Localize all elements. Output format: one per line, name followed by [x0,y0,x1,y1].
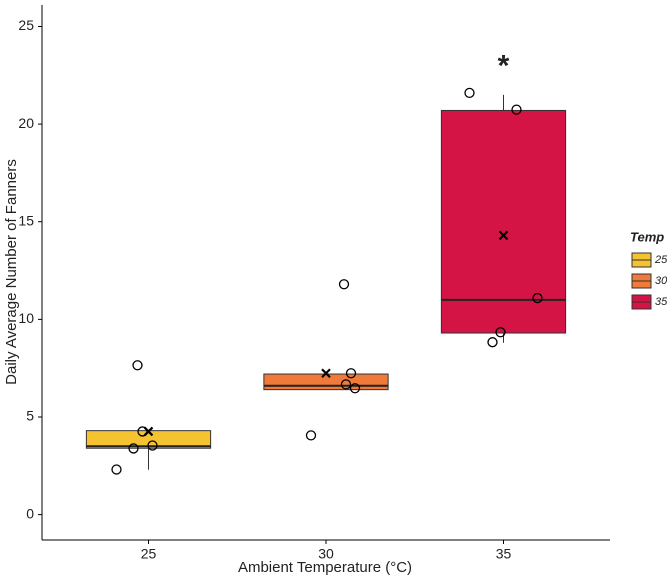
data-point [340,379,352,390]
x-tick-label: 35 [496,546,512,562]
x-tick-label: 30 [318,546,334,562]
data-point [464,87,475,99]
y-tick-label: 15 [18,212,34,228]
data-point [349,383,361,394]
y-tick-label: 25 [18,17,34,33]
data-point [305,430,317,441]
box [263,373,389,391]
legend-label: 25 [654,254,667,266]
y-tick-label: 5 [26,408,34,424]
data-point [128,443,139,454]
mean-marker [498,230,509,241]
data-point [147,440,158,451]
legend-title: Temp [630,229,664,244]
data-point [111,464,122,475]
x-axis-title: Ambient Temperature (°C) [238,559,412,576]
data-point [532,292,543,304]
data-point [511,104,522,115]
data-point [132,360,143,371]
data-point [487,337,498,348]
y-axis-title: Daily Average Number of Fanners [3,159,20,385]
data-point [495,327,506,338]
y-tick-label: 0 [26,505,34,521]
box [440,109,567,334]
data-point [345,368,357,379]
annotation: * [498,50,510,83]
mean-marker [143,426,154,437]
legend-label: 30 [655,275,667,287]
y-tick-label: 20 [18,115,34,131]
y-tick-label: 10 [18,310,34,326]
data-point [338,279,350,290]
legend-label: 35 [655,296,667,308]
x-tick-label: 25 [141,546,157,562]
mean-marker [321,368,331,379]
